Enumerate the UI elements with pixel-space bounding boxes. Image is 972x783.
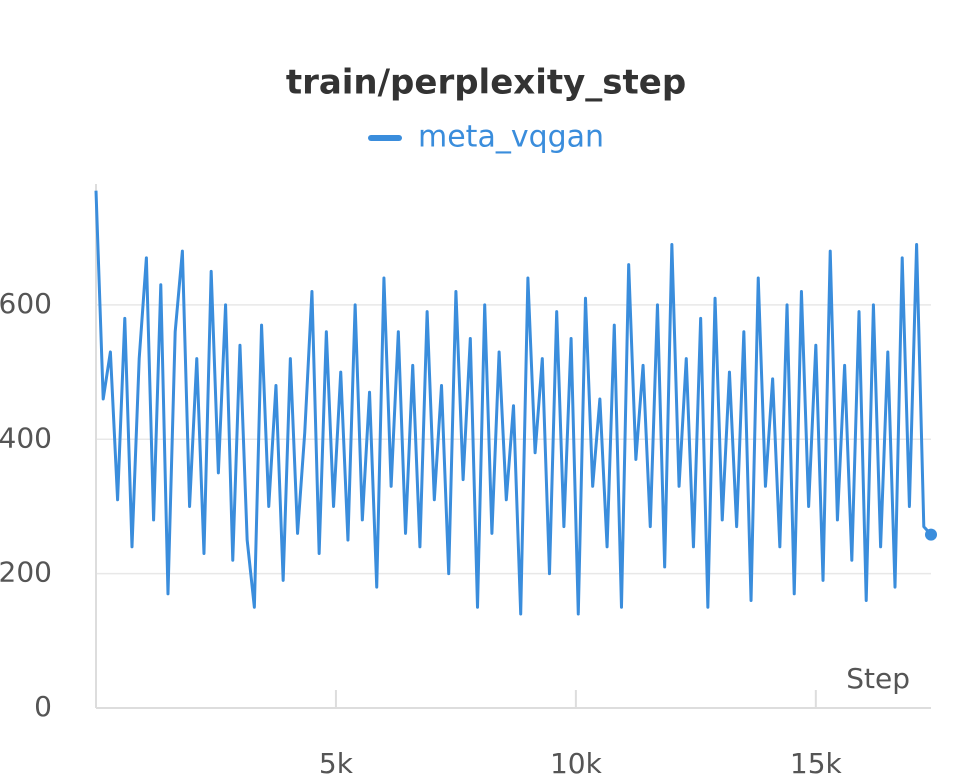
series-line xyxy=(94,190,933,616)
y-tick-label: 400 xyxy=(0,421,52,454)
x-tick-label: 10k xyxy=(550,747,603,780)
x-tick-label: 15k xyxy=(790,747,843,780)
chart-title: train/perplexity_step xyxy=(286,63,686,103)
y-tick-label: 600 xyxy=(0,287,52,320)
legend-label: meta_vqgan xyxy=(418,120,604,155)
x-axis-label: Step xyxy=(846,662,910,695)
y-tick-label: 200 xyxy=(0,556,52,589)
x-tick-label: 5k xyxy=(319,747,354,780)
last-point xyxy=(925,528,937,541)
y-tick-label: 0 xyxy=(34,690,52,723)
